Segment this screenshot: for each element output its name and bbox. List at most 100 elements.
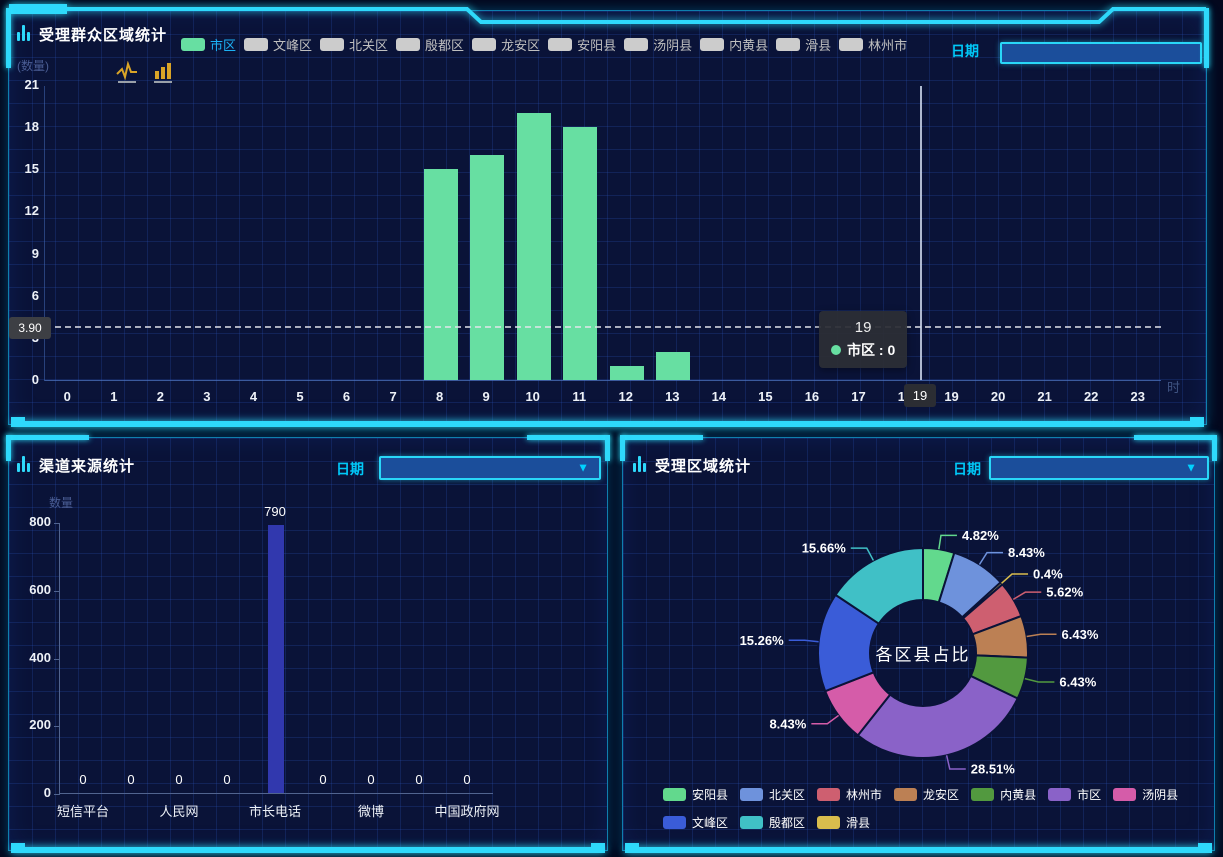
legend-swatch xyxy=(624,38,649,51)
x-tick-label: 15 xyxy=(758,389,773,404)
pie-label-line xyxy=(1024,677,1055,683)
legend-item-安阳县[interactable]: 安阳县 xyxy=(548,35,616,54)
x-tick-label: 10 xyxy=(525,389,540,404)
pie-label-line xyxy=(1026,633,1057,638)
legend-item-龙安区[interactable]: 龙安区 xyxy=(472,35,540,54)
date-select[interactable]: ▼ xyxy=(989,456,1209,480)
legend-label: 北关区 xyxy=(769,788,806,802)
bar-value-label: 0 xyxy=(367,772,375,787)
legend-item-滑县[interactable]: 滑县 xyxy=(817,814,870,831)
x-tick-label: 16 xyxy=(804,389,820,404)
magic-type-line-icon[interactable] xyxy=(115,61,139,85)
legend-swatch xyxy=(1113,788,1137,801)
pie-label-安阳县: 4.82% xyxy=(962,528,999,543)
pie-slice-殷都区[interactable] xyxy=(834,546,924,626)
legend-label: 汤阴县 xyxy=(653,38,693,53)
bar-hour-13[interactable] xyxy=(656,351,691,380)
legend-item-北关区[interactable]: 北关区 xyxy=(740,786,805,803)
corner-accent xyxy=(6,8,11,68)
bar-hour-9[interactable] xyxy=(470,155,505,380)
legend-swatch xyxy=(1048,788,1072,801)
legend-swatch xyxy=(740,816,764,829)
x-tick-label: 微博 xyxy=(357,804,384,819)
x-tick-label: 11 xyxy=(572,389,587,404)
corner-accent xyxy=(1212,435,1217,461)
x-tick-label: 21 xyxy=(1037,389,1052,404)
legend-label: 殷都区 xyxy=(769,816,806,830)
x-tick-label: 8 xyxy=(435,389,444,404)
legend-item-文峰区[interactable]: 文峰区 xyxy=(663,814,728,831)
pie-label-殷都区: 15.66% xyxy=(802,541,847,556)
legend-item-殷都区[interactable]: 殷都区 xyxy=(740,814,805,831)
legend-swatch xyxy=(839,38,864,51)
panel-title: 渠道来源统计 xyxy=(39,458,136,475)
pie-label-市区: 28.51% xyxy=(971,761,1016,776)
bar-value-label: 0 xyxy=(127,772,135,787)
legend-item-北关区[interactable]: 北关区 xyxy=(320,35,388,54)
legend-swatch xyxy=(181,38,205,51)
legend-item-市区[interactable]: 市区 xyxy=(181,35,236,54)
x-tick-label: 4 xyxy=(249,389,258,404)
y-axis-name: (数量) xyxy=(17,59,49,73)
bar-市长电话[interactable] xyxy=(268,525,284,793)
legend-item-汤阴县[interactable]: 汤阴县 xyxy=(624,35,692,54)
legend-item-汤阴县[interactable]: 汤阴县 xyxy=(1113,786,1178,803)
y-tick-label: 15 xyxy=(24,161,39,177)
legend-swatch xyxy=(894,788,918,801)
legend-item-林州市[interactable]: 林州市 xyxy=(839,35,907,54)
legend-item-内黄县[interactable]: 内黄县 xyxy=(971,786,1036,803)
legend-label: 内黄县 xyxy=(729,38,769,53)
date-label: 日期 xyxy=(953,461,981,477)
y-axis-tick xyxy=(54,590,60,592)
panel-title-icon xyxy=(633,456,646,472)
bar-hour-8[interactable] xyxy=(423,169,458,380)
legend-label: 安阳县 xyxy=(692,788,729,802)
panel-bottom-border-decoration xyxy=(11,843,605,853)
magic-type-bar-icon[interactable] xyxy=(151,61,175,85)
pie-label-line xyxy=(788,639,819,643)
x-tick-label: 20 xyxy=(990,389,1006,404)
legend-item-文峰区[interactable]: 文峰区 xyxy=(244,35,312,54)
date-label: 日期 xyxy=(951,43,979,59)
bar-hour-12[interactable] xyxy=(609,365,644,380)
legend-label: 内黄县 xyxy=(1000,788,1037,802)
legend-swatch xyxy=(548,38,573,51)
x-tick-label: 22 xyxy=(1083,389,1099,404)
y-tick-label: 9 xyxy=(31,245,39,261)
chart-tooltip: 19 市区 : 0 xyxy=(819,311,908,368)
y-axis-tick xyxy=(54,726,60,728)
legend-swatch xyxy=(396,38,421,51)
legend-item-龙安区[interactable]: 龙安区 xyxy=(894,786,959,803)
legend-item-殷都区[interactable]: 殷都区 xyxy=(396,35,464,54)
corner-accent xyxy=(620,435,625,461)
legend-item-滑县[interactable]: 滑县 xyxy=(776,35,831,54)
pie-label-line xyxy=(1012,591,1042,600)
legend-item-林州市[interactable]: 林州市 xyxy=(817,786,882,803)
x-tick-label: 5 xyxy=(296,389,304,404)
x-tick-label: 6 xyxy=(342,389,351,404)
bar-hour-10[interactable] xyxy=(516,113,551,380)
pie-slice-市区[interactable] xyxy=(856,674,1019,759)
legend-item-内黄县[interactable]: 内黄县 xyxy=(700,35,768,54)
date-select[interactable]: ▼ xyxy=(379,456,601,480)
bar-hour-11[interactable] xyxy=(563,127,598,380)
legend-label: 殷都区 xyxy=(425,38,465,53)
x-tick-label: 中国政府网 xyxy=(434,804,500,819)
corner-accent xyxy=(621,435,703,440)
y-axis-name: 数量 xyxy=(49,496,74,510)
panel-top-border-decoration xyxy=(9,4,1206,24)
legend-label: 滑县 xyxy=(805,38,832,53)
pie-label-文峰区: 15.26% xyxy=(740,633,785,648)
legend-label: 北关区 xyxy=(349,38,389,53)
panel-bottom-border-decoration xyxy=(625,843,1212,853)
x-tick-label: 14 xyxy=(711,389,727,404)
panel-title: 受理区域统计 xyxy=(655,458,752,475)
date-input[interactable] xyxy=(1000,42,1202,64)
date-label: 日期 xyxy=(336,461,364,477)
legend-swatch xyxy=(817,816,841,829)
legend-item-市区[interactable]: 市区 xyxy=(1048,786,1101,803)
x-tick-label: 人民网 xyxy=(159,804,199,819)
x-tick-label: 12 xyxy=(618,389,633,404)
legend-item-安阳县[interactable]: 安阳县 xyxy=(663,786,728,803)
legend-label: 安阳县 xyxy=(577,38,617,53)
